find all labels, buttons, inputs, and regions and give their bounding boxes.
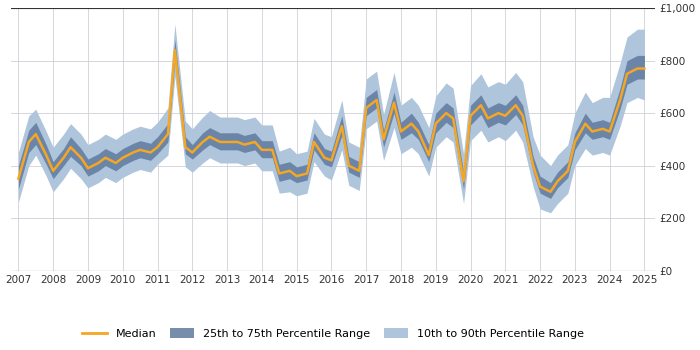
Legend: Median, 25th to 75th Percentile Range, 10th to 90th Percentile Range: Median, 25th to 75th Percentile Range, 1…	[78, 324, 589, 344]
